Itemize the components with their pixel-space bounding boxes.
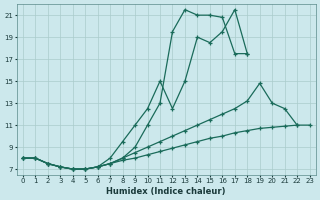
X-axis label: Humidex (Indice chaleur): Humidex (Indice chaleur) <box>107 187 226 196</box>
